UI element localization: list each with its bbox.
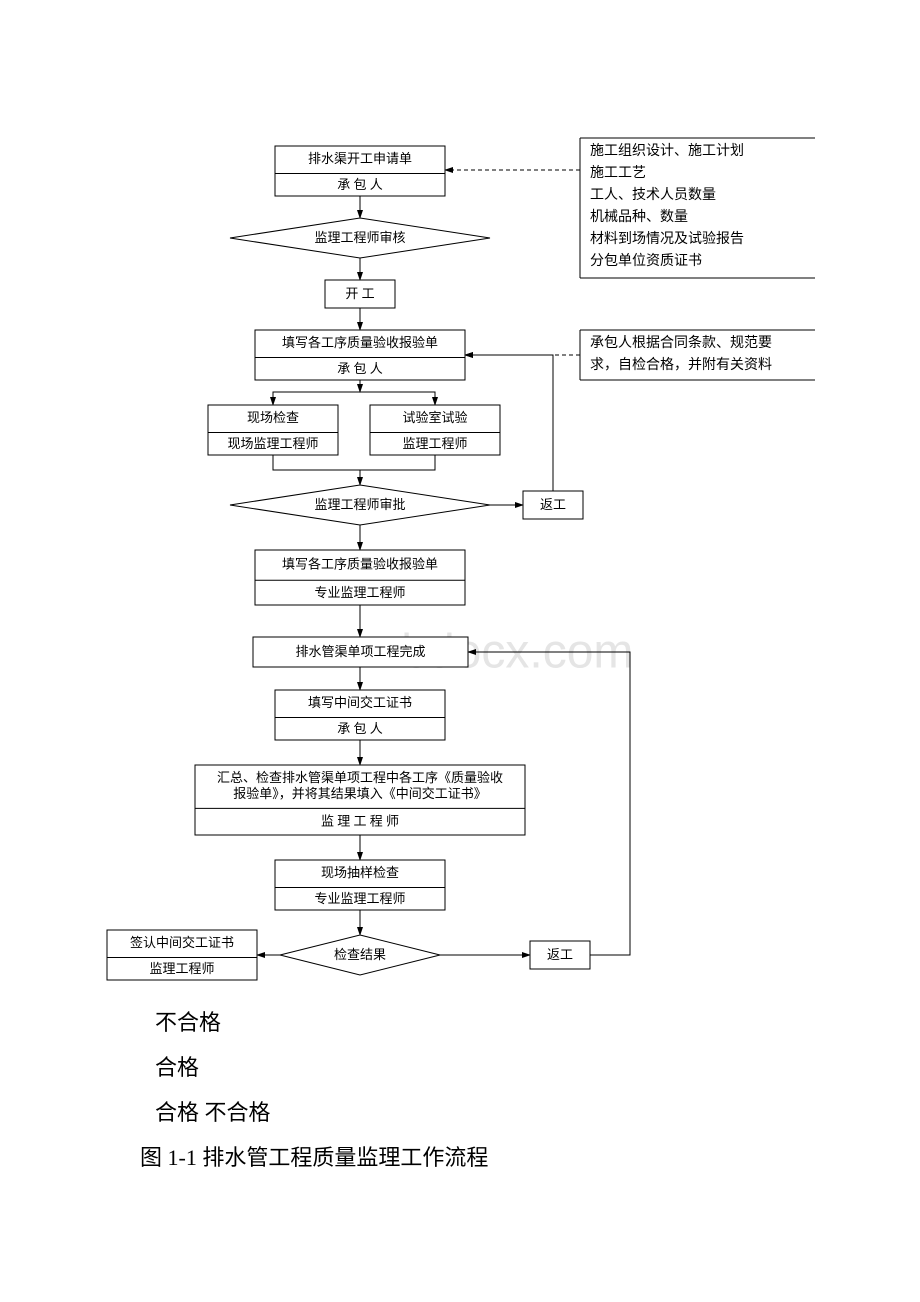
label: 承 包 人 xyxy=(337,721,383,736)
node-n8: 填写中间交工证书承 包 人 xyxy=(275,690,445,740)
label: 专业监理工程师 xyxy=(314,891,405,906)
label: 求，自检合格，并附有关资料 xyxy=(590,357,772,373)
label: 监 理 工 程 师 xyxy=(321,813,399,828)
label: 监理工程师 xyxy=(402,436,467,451)
edge xyxy=(360,455,435,470)
node-n3: 填写各工序质量验收报验单承 包 人 xyxy=(255,330,465,380)
label: 承 包 人 xyxy=(337,177,383,192)
label: 监理工程师审核 xyxy=(314,230,405,245)
node-n7: 排水管渠单项工程完成 xyxy=(253,637,468,667)
label: 填写中间交工证书 xyxy=(308,695,412,710)
label: 工人、技术人员数量 xyxy=(590,187,716,203)
label: 专业监理工程师 xyxy=(314,585,405,600)
page: www.bdocx.com排水渠开工申请单承 包 人施工组织设计、施工计划施工工… xyxy=(0,0,920,1302)
label: 材料到场情况及试验报告 xyxy=(590,231,744,247)
label: 施工组织设计、施工计划 xyxy=(590,143,744,159)
label: 现场监理工程师 xyxy=(227,436,318,451)
label: 现场抽样检查 xyxy=(321,865,399,880)
caption-text: 图 1-1 排水管工程质量监理工作流程 xyxy=(140,1140,488,1172)
node-n11: 签认中间交工证书监理工程师 xyxy=(107,930,257,980)
caption-text: 合格 xyxy=(155,1050,199,1082)
node-n1: 排水渠开工申请单承 包 人 xyxy=(275,146,445,196)
caption-text: 合格 不合格 xyxy=(155,1095,271,1127)
node-side2: 承包人根据合同条款、规范要求，自检合格，并附有关资料 xyxy=(580,330,815,380)
label: 检查结果 xyxy=(334,947,386,962)
node-n6: 填写各工序质量验收报验单专业监理工程师 xyxy=(255,550,465,605)
label: 现场检查 xyxy=(247,410,299,425)
nodes: 排水渠开工申请单承 包 人 施工组织设计、施工计划施工工艺工人、技术人员数量机械品… xyxy=(107,138,815,980)
edge xyxy=(360,392,435,405)
node-d2: 监理工程师审批 xyxy=(230,485,490,525)
node-n12: 返工 xyxy=(530,941,590,969)
node-n4b: 试验室试验监理工程师 xyxy=(370,405,500,455)
label: 排水渠开工申请单 xyxy=(308,151,412,166)
label: 开 工 xyxy=(345,286,374,301)
label: 排水管渠单项工程完成 xyxy=(295,644,425,659)
label: 分包单位资质证书 xyxy=(590,253,702,269)
label: 监理工程师 xyxy=(149,961,214,976)
label: 汇总、检查排水管渠单项工程中各工序《质量验收 xyxy=(217,770,503,785)
edge xyxy=(273,455,360,470)
node-n4a: 现场检查现场监理工程师 xyxy=(208,405,338,455)
node-n5: 返工 xyxy=(523,491,583,519)
label: 施工工艺 xyxy=(590,165,646,181)
label: 返工 xyxy=(547,947,573,962)
node-n2: 开 工 xyxy=(325,280,395,308)
node-n9: 汇总、检查排水管渠单项工程中各工序《质量验收报验单》，并将其结果填入《中间交工证… xyxy=(195,765,525,835)
label: 填写各工序质量验收报验单 xyxy=(282,556,438,571)
node-d1: 监理工程师审核 xyxy=(230,218,490,258)
node-side1: 施工组织设计、施工计划施工工艺工人、技术人员数量机械品种、数量材料到场情况及试验… xyxy=(580,138,815,278)
node-n10: 现场抽样检查专业监理工程师 xyxy=(275,860,445,910)
label: 报验单》，并将其结果填入《中间交工证书》 xyxy=(233,786,487,801)
label: 签认中间交工证书 xyxy=(130,935,234,950)
edge xyxy=(273,392,360,405)
caption-text: 不合格 xyxy=(155,1005,221,1037)
label: 承 包 人 xyxy=(337,361,383,376)
label: 承包人根据合同条款、规范要 xyxy=(590,334,772,351)
label: 返工 xyxy=(540,497,566,512)
label: 监理工程师审批 xyxy=(314,497,405,512)
label: 试验室试验 xyxy=(402,410,467,425)
flowchart-svg: www.bdocx.com排水渠开工申请单承 包 人施工组织设计、施工计划施工工… xyxy=(0,0,920,1302)
node-d3: 检查结果 xyxy=(280,935,440,975)
label: 填写各工序质量验收报验单 xyxy=(282,335,438,350)
label: 机械品种、数量 xyxy=(590,209,688,225)
